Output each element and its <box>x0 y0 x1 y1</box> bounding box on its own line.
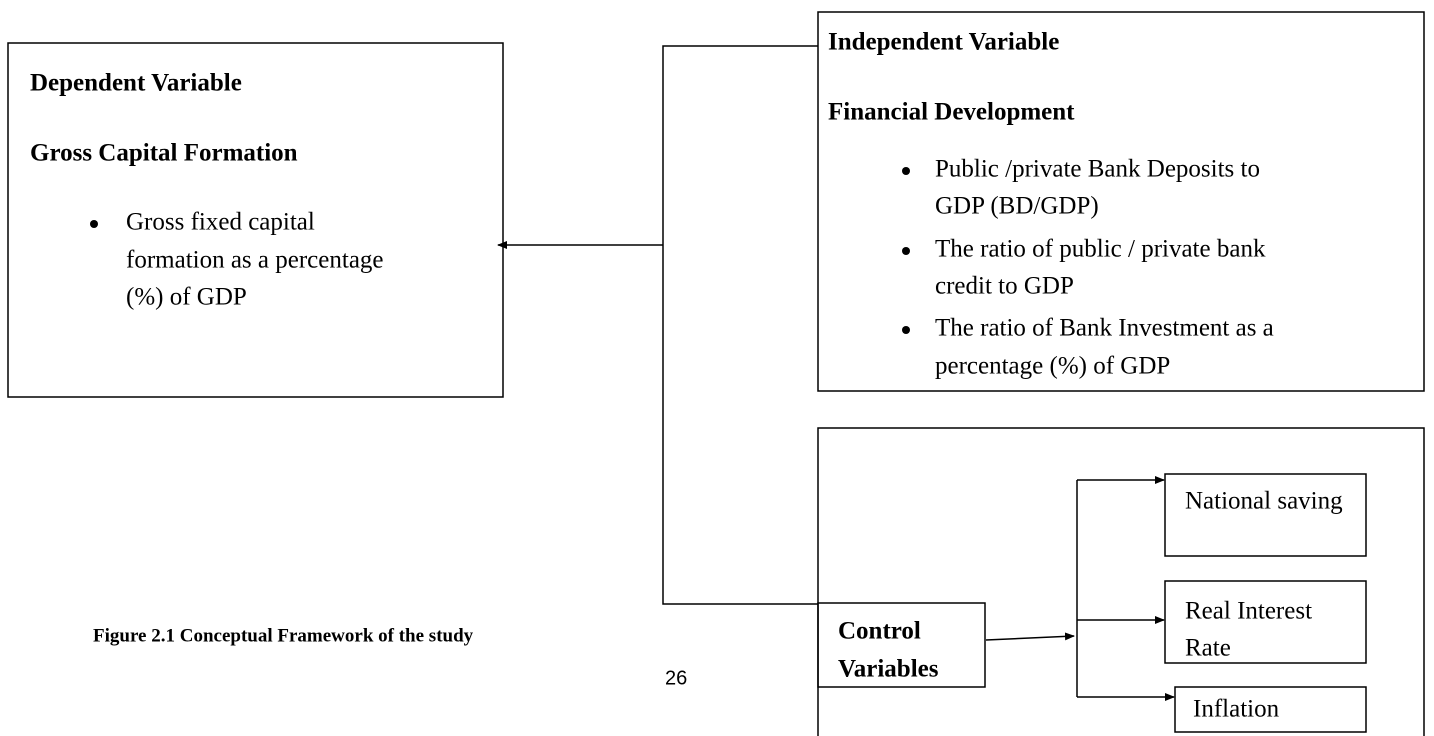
bullet <box>902 247 910 255</box>
control-label: Variables <box>838 656 939 683</box>
bullet-text: credit to GDP <box>935 273 1074 300</box>
control-label: Control <box>838 618 921 645</box>
bullet-text: (%) of GDP <box>126 284 247 311</box>
title: Gross Capital Formation <box>30 140 298 167</box>
bullet <box>902 167 910 175</box>
control-box <box>817 427 1425 736</box>
control-label-box <box>817 602 986 688</box>
bullet-text: The ratio of Bank Investment as a <box>935 315 1274 342</box>
heading: Independent Variable <box>828 29 1059 56</box>
item-box <box>1174 686 1367 733</box>
connector <box>662 45 818 605</box>
bullet-text: percentage (%) of GDP <box>935 353 1170 380</box>
bullet-text: GDP (BD/GDP) <box>935 193 1099 220</box>
item-box <box>1164 580 1367 664</box>
independent-box <box>817 11 1425 392</box>
arrow <box>985 632 1075 641</box>
dependent-box <box>7 42 504 398</box>
page-number: 26 <box>665 667 687 689</box>
bullet-text: formation as a percentage <box>126 247 384 274</box>
bullet <box>90 220 98 228</box>
item-text: National saving <box>1185 488 1343 515</box>
bullet-text: The ratio of public / private bank <box>935 236 1266 263</box>
caption: Figure 2.1 Conceptual Framework of the s… <box>93 625 474 646</box>
heading: Dependent Variable <box>30 70 242 97</box>
item-text: Rate <box>1185 635 1231 662</box>
item-box <box>1164 473 1367 557</box>
item-text: Real Interest <box>1185 598 1312 625</box>
title: Financial Development <box>828 99 1075 126</box>
item-text: Inflation <box>1193 696 1280 723</box>
bullet-text: Public /private Bank Deposits to <box>935 156 1260 183</box>
bullet-text: Gross fixed capital <box>126 209 315 236</box>
bullet <box>902 326 910 334</box>
